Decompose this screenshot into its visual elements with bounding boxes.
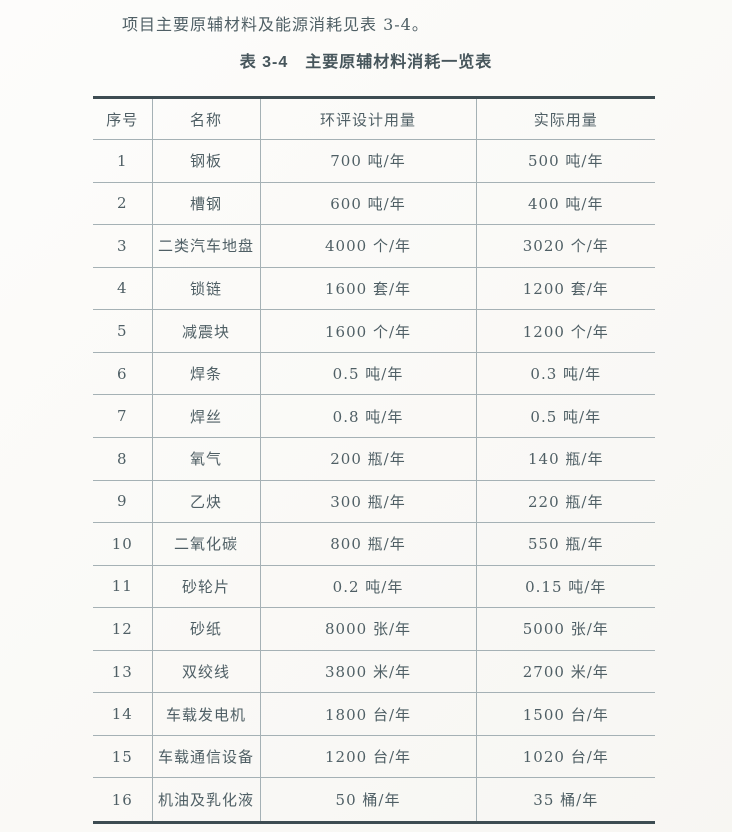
table-cell: 双绞线 — [152, 650, 261, 694]
table-row: 15 车载通信设备 1200 台/年 1020 台/年 — [93, 735, 655, 779]
table-cell: 8000 张/年 — [260, 607, 477, 651]
materials-table: 序号 名称 环评设计用量 实际用量 1 钢板 700 吨/年 500 吨/年 2 槽钢 60… — [93, 96, 655, 824]
table-row: 7 焊丝 0.8 吨/年 0.5 吨/年 — [93, 394, 655, 438]
table-cell: 0.8 吨/年 — [260, 394, 477, 438]
table-cell: 500 吨/年 — [476, 139, 655, 183]
table-cell: 16 — [93, 777, 153, 823]
table-row: 9 乙炔 300 瓶/年 220 瓶/年 — [93, 480, 655, 524]
table-cell: 3020 个/年 — [476, 224, 655, 268]
table-cell: 乙炔 — [152, 480, 261, 524]
table-cell: 140 瓶/年 — [476, 437, 655, 481]
table-header-row: 序号 名称 环评设计用量 实际用量 — [93, 97, 655, 140]
table-cell: 焊丝 — [152, 394, 261, 438]
table-cell: 4000 个/年 — [260, 224, 477, 268]
table-cell: 氧气 — [152, 437, 261, 481]
table-cell: 1800 台/年 — [260, 692, 477, 736]
table-cell: 15 — [93, 735, 153, 779]
table-cell: 14 — [93, 692, 153, 736]
table-cell: 8 — [93, 437, 153, 481]
table-cell: 砂纸 — [152, 607, 261, 651]
table-cell: 12 — [93, 607, 153, 651]
table-cell: 13 — [93, 650, 153, 694]
table-cell: 1 — [93, 139, 153, 183]
table-row: 3 二类汽车地盘 4000 个/年 3020 个/年 — [93, 224, 655, 268]
table-cell: 砂轮片 — [152, 565, 261, 609]
table-cell: 机油及乳化液 — [152, 777, 261, 823]
table-cell: 1200 个/年 — [476, 309, 655, 353]
table-cell: 1200 套/年 — [476, 267, 655, 311]
table-cell: 3800 米/年 — [260, 650, 477, 694]
table-row: 16 机油及乳化液 50 桶/年 35 桶/年 — [93, 777, 655, 823]
table-cell: 0.15 吨/年 — [476, 565, 655, 609]
table-cell: 1500 台/年 — [476, 692, 655, 736]
table-row: 6 焊条 0.5 吨/年 0.3 吨/年 — [93, 352, 655, 396]
table-row: 14 车载发电机 1800 台/年 1500 台/年 — [93, 692, 655, 736]
table-row: 12 砂纸 8000 张/年 5000 张/年 — [93, 607, 655, 651]
table-cell: 二类汽车地盘 — [152, 224, 261, 268]
header-cell-name: 名称 — [152, 97, 261, 140]
table-cell: 车载通信设备 — [152, 735, 261, 779]
table-cell: 焊条 — [152, 352, 261, 396]
table-cell: 钢板 — [152, 139, 261, 183]
table-cell: 减震块 — [152, 309, 261, 353]
table-row: 2 槽钢 600 吨/年 400 吨/年 — [93, 182, 655, 226]
table-cell: 车载发电机 — [152, 692, 261, 736]
header-cell-index: 序号 — [93, 97, 153, 140]
table-cell: 200 瓶/年 — [260, 437, 477, 481]
table-cell: 4 — [93, 267, 153, 311]
table-cell: 0.5 吨/年 — [260, 352, 477, 396]
table-row: 13 双绞线 3800 米/年 2700 米/年 — [93, 650, 655, 694]
table-cell: 1600 套/年 — [260, 267, 477, 311]
table-cell: 400 吨/年 — [476, 182, 655, 226]
table-cell: 220 瓶/年 — [476, 480, 655, 524]
table-cell: 10 — [93, 522, 153, 566]
table-title: 表 3-4 主要原辅材料消耗一览表 — [239, 54, 493, 71]
table-cell: 锁链 — [152, 267, 261, 311]
table-body: 1 钢板 700 吨/年 500 吨/年 2 槽钢 600 吨/年 400 吨/年 3 二类汽车地… — [93, 139, 655, 823]
table-cell: 800 瓶/年 — [260, 522, 477, 566]
table-cell: 35 桶/年 — [476, 777, 655, 823]
table-cell: 0.5 吨/年 — [476, 394, 655, 438]
table-cell: 1200 台/年 — [260, 735, 477, 779]
table-row: 5 减震块 1600 个/年 1200 个/年 — [93, 309, 655, 353]
table-cell: 700 吨/年 — [260, 139, 477, 183]
table-cell: 11 — [93, 565, 153, 609]
table-row: 4 锁链 1600 套/年 1200 套/年 — [93, 267, 655, 311]
intro-paragraph: 项目主要原辅材料及能源消耗见表 3-4。 — [122, 15, 429, 34]
table-cell: 5000 张/年 — [476, 607, 655, 651]
table-row: 8 氧气 200 瓶/年 140 瓶/年 — [93, 437, 655, 481]
table-cell: 7 — [93, 394, 153, 438]
table-row: 1 钢板 700 吨/年 500 吨/年 — [93, 139, 655, 183]
table-cell: 0.2 吨/年 — [260, 565, 477, 609]
table-cell: 550 瓶/年 — [476, 522, 655, 566]
table-cell: 槽钢 — [152, 182, 261, 226]
table-cell: 0.3 吨/年 — [476, 352, 655, 396]
header-cell-actual: 实际用量 — [476, 97, 655, 140]
table-cell: 9 — [93, 480, 153, 524]
table-cell: 1020 台/年 — [476, 735, 655, 779]
table-cell: 6 — [93, 352, 153, 396]
table-cell: 50 桶/年 — [260, 777, 477, 823]
table-cell: 5 — [93, 309, 153, 353]
table-cell: 1600 个/年 — [260, 309, 477, 353]
table-row: 11 砂轮片 0.2 吨/年 0.15 吨/年 — [93, 565, 655, 609]
table-cell: 二氧化碳 — [152, 522, 261, 566]
header-cell-design: 环评设计用量 — [260, 97, 477, 140]
table-row: 10 二氧化碳 800 瓶/年 550 瓶/年 — [93, 522, 655, 566]
table-cell: 600 吨/年 — [260, 182, 477, 226]
table-cell: 2 — [93, 182, 153, 226]
table-cell: 300 瓶/年 — [260, 480, 477, 524]
table-cell: 3 — [93, 224, 153, 268]
table-cell: 2700 米/年 — [476, 650, 655, 694]
